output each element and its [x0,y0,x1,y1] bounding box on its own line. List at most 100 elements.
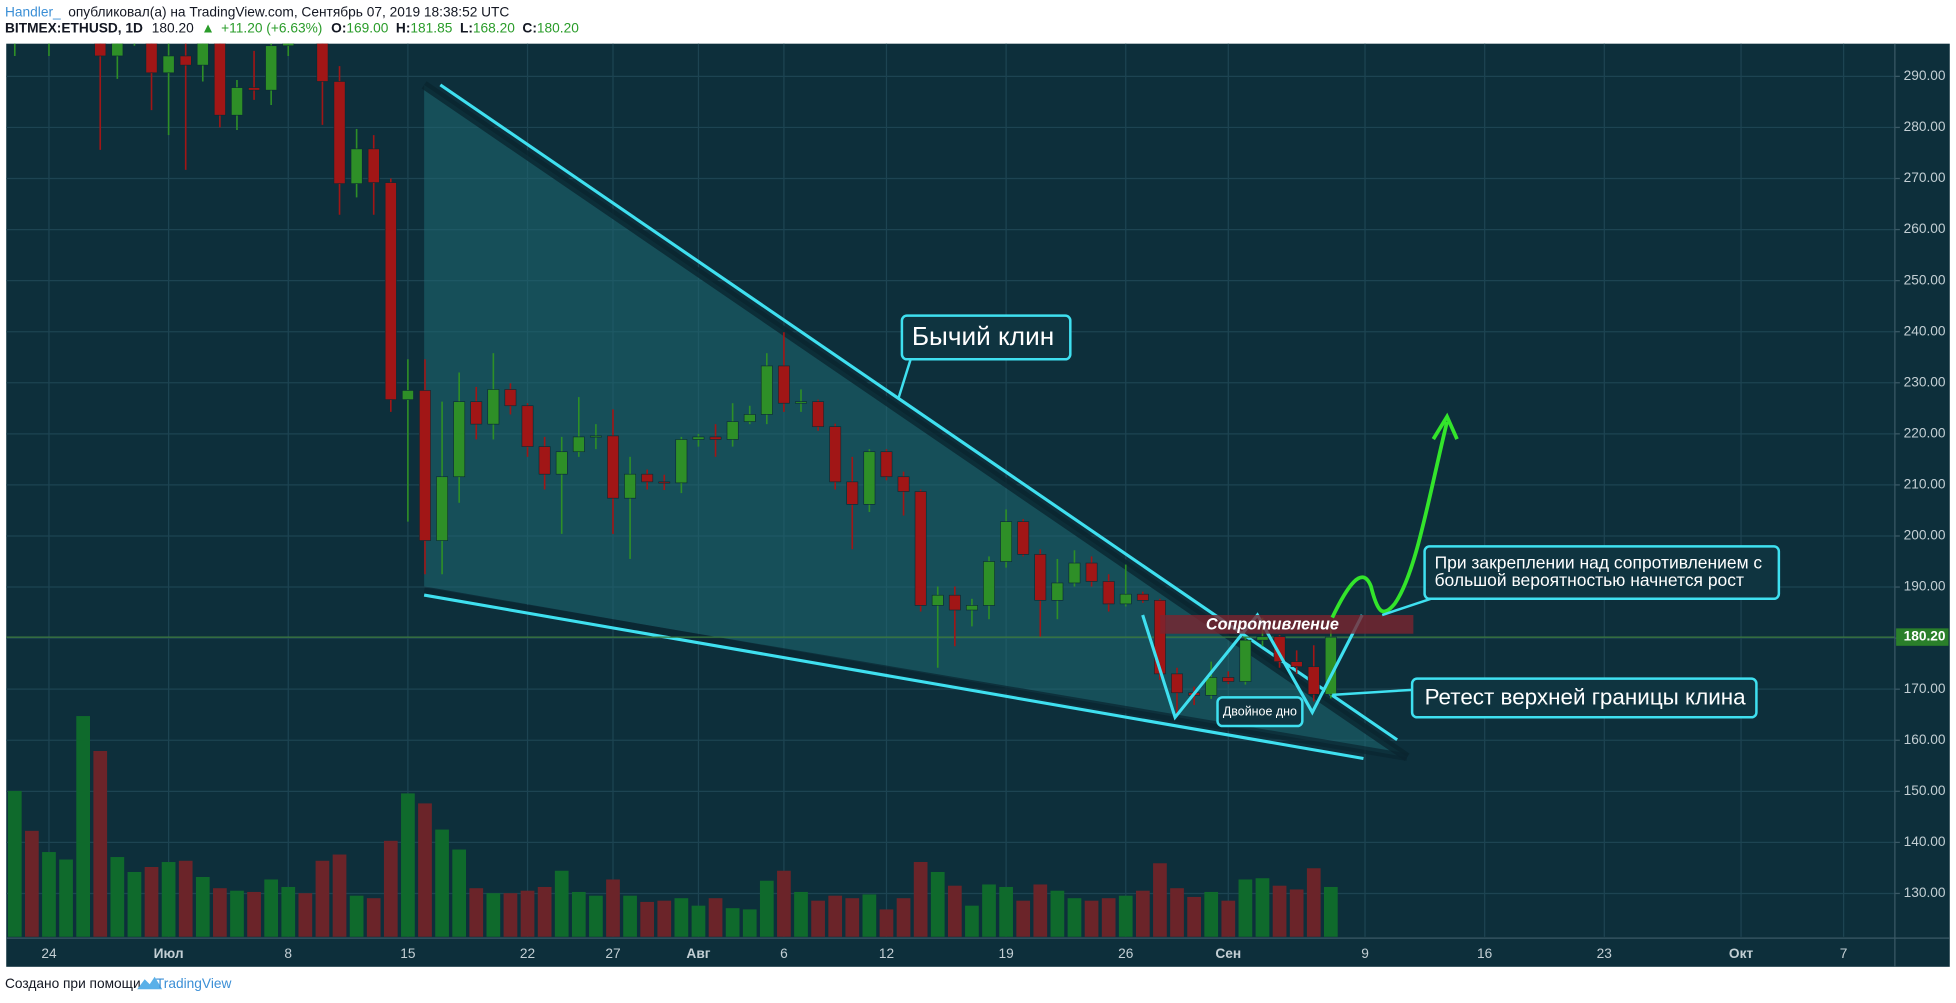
x-tick-label: 9 [1361,946,1369,961]
footer-text: Создано при помощи [5,976,141,991]
candle-body [248,87,260,91]
c-value: 180.20 [537,20,579,35]
growth-label: большой вероятностью начнется рост [1435,570,1744,590]
candle-body [316,43,329,82]
candle-body [1000,521,1013,562]
volume-bar [862,894,877,937]
lower-trendline [423,593,1364,761]
x-tick-label: 7 [1840,946,1848,961]
volume-bar [435,829,449,937]
volume-bar [554,870,569,937]
volume-bar [503,893,518,937]
candle-body [777,365,790,404]
volume-bar [1238,879,1253,937]
volume-bar [93,750,108,937]
candle-body [1068,562,1081,584]
candle-body [1290,661,1303,668]
published: опубликовал(а) на TradingView.com, Сентя… [68,4,509,19]
candle-body [572,436,585,453]
volume-bar [1204,891,1219,937]
volume-bar [161,862,176,937]
volume-bar [298,893,313,937]
volume-bar [759,880,774,937]
volume-bar [794,891,808,937]
volume-bar [1255,878,1270,937]
volume-bar [913,862,928,937]
y-tick-label: 140.00 [1904,834,1946,849]
volume-bar [486,893,501,937]
volume-bar [1118,895,1133,937]
volume-bar [811,900,825,937]
author[interactable]: Handler_ [5,4,61,19]
y-tick-label: 290.00 [1904,68,1946,83]
volume-bar [383,840,398,937]
volume-bar [25,830,39,937]
candle-body [419,390,431,541]
header-line-2: BITMEX:ETHUSD, 1D 180.20 ▲ +11.20 (+6.63… [5,20,579,35]
y-tick-label: 210.00 [1904,477,1946,492]
volume-bar [691,905,706,937]
volume-bar [520,890,535,937]
volume-bar [281,886,296,937]
candle-body [1119,593,1132,605]
retest-label: Ретест верхней границы клина [1425,685,1747,710]
volume-bar [1153,863,1167,937]
volume-bar [264,879,279,937]
footer-brand[interactable]: TradingView [156,976,232,991]
volume-bar [195,876,210,937]
x-tick-label: 12 [879,946,894,961]
volume-bar [418,803,432,937]
candle-body [983,561,995,606]
volume-bar [1306,868,1321,937]
double-bottom-label: Двойное дно [1223,705,1297,719]
candle-body [231,87,243,116]
volume-bar [879,909,894,937]
volume-bar [178,860,193,937]
volume-bar [965,905,979,937]
volume-bar [571,891,586,937]
candle-body [931,594,944,606]
candle-body [504,389,517,407]
header-line-1: Handler_ опубликовал(а) на TradingView.c… [5,4,509,19]
y-tick-label: 260.00 [1904,221,1946,236]
volume-bar [1135,890,1150,937]
candle-body [1085,562,1098,582]
wedge-edge [423,587,1408,761]
candle-body [846,481,859,505]
candle-body [658,481,671,484]
l-label: L: [460,20,473,35]
volume-bar [366,898,381,937]
growth-arrowhead [1431,412,1459,441]
volume-bar [606,879,620,937]
candle-body [436,476,449,541]
axes: 130.00140.00150.00160.00170.00180.00190.… [41,68,1949,961]
candle-body [863,451,876,505]
candle-body [607,435,619,499]
x-tick-label: Сен [1215,946,1241,961]
volume-bar [1272,885,1287,937]
y-tick-label: 280.00 [1904,119,1946,134]
volume-bar [1221,900,1236,937]
candle-body [453,401,466,478]
candle-body [111,43,124,57]
volume-bar [999,886,1013,937]
y-tick-label: 190.00 [1904,579,1946,594]
candle-body [795,401,807,404]
candle-body [94,43,107,57]
candle-body [196,43,209,66]
volume-bar [1050,890,1065,937]
volume-bar [1289,889,1304,937]
volume-bar [537,886,552,937]
candle-body [555,451,568,475]
wedge-label: Бычий клин [912,321,1054,351]
candle-body [282,43,295,47]
candle-body [470,401,483,425]
y-tick-label: 160.00 [1904,732,1946,747]
growth-arrow [1330,421,1449,619]
change-arrow: ▲ [201,20,215,35]
candle-body [1051,582,1064,601]
y-tick-label: 220.00 [1904,425,1946,440]
candle-body [162,55,175,74]
candle-body [179,55,192,66]
resistance-label: Сопротивление [1206,615,1339,633]
